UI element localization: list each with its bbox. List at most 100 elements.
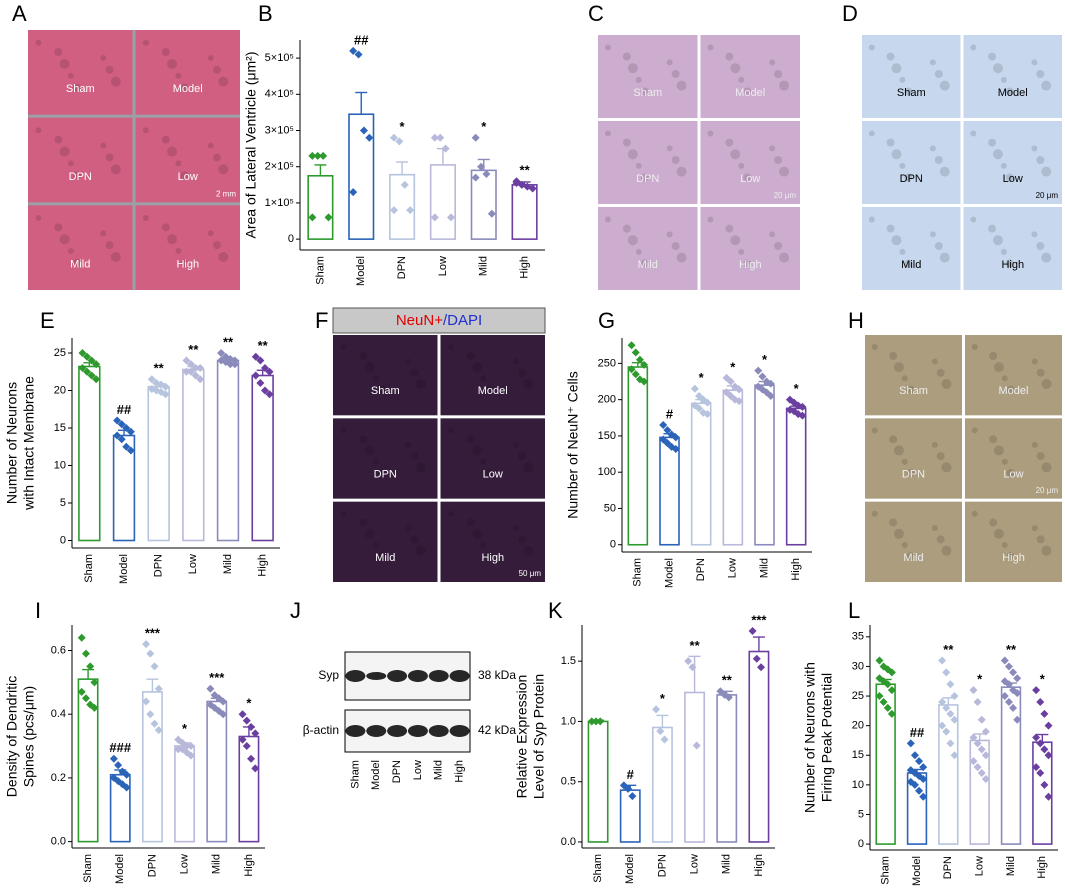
- cell-texture: [167, 234, 178, 245]
- x-tick-label: Model: [118, 554, 130, 584]
- data-point: [77, 633, 86, 642]
- cell-texture: [340, 344, 347, 351]
- bar: [754, 384, 775, 546]
- cell-texture: [627, 235, 638, 246]
- data-point: [973, 763, 982, 772]
- cell-texture: [941, 462, 952, 473]
- data-point: [247, 754, 256, 763]
- data-point: [969, 757, 978, 766]
- data-point: [766, 379, 775, 388]
- significance: ###: [109, 740, 131, 755]
- data-point: [703, 398, 712, 407]
- x-tick-label: Mild: [211, 854, 223, 874]
- data-point: [1009, 668, 1018, 677]
- header-box: [332, 307, 546, 334]
- cell-texture: [447, 344, 454, 351]
- micrograph: [700, 35, 800, 118]
- data-point: [265, 367, 274, 376]
- cell-texture: [1001, 542, 1008, 549]
- cell-texture: [100, 54, 107, 61]
- data-point: [217, 349, 226, 357]
- significance: *: [481, 119, 487, 134]
- data-point: [1040, 745, 1049, 754]
- cell-texture: [743, 259, 752, 268]
- data-point: [260, 364, 269, 372]
- cell-texture: [627, 63, 638, 74]
- x-tick-label: Mild: [758, 558, 770, 578]
- cell-texture: [929, 145, 936, 152]
- data-point: [946, 709, 955, 718]
- blot-frame: [344, 709, 471, 753]
- bar: [748, 650, 770, 843]
- cell-texture: [889, 435, 898, 444]
- data-point: [196, 375, 205, 384]
- lane-label: Model: [370, 760, 382, 790]
- significance: ##: [910, 725, 925, 740]
- data-point: [887, 686, 896, 695]
- cell-texture: [941, 545, 952, 556]
- cell-texture: [1041, 252, 1052, 263]
- data-point: [90, 678, 99, 687]
- cell-texture: [359, 351, 368, 360]
- y-tick-label: 3×10⁵: [265, 124, 294, 136]
- blot-band: [407, 725, 428, 737]
- data-point: [109, 754, 118, 763]
- data-point: [640, 377, 649, 386]
- x-tick-label: Sham: [632, 558, 644, 587]
- cell-texture: [992, 235, 1003, 246]
- data-point: [113, 416, 122, 425]
- cell-texture: [901, 542, 908, 549]
- significance: *: [977, 672, 983, 687]
- bar: [251, 374, 274, 542]
- data-point: [430, 133, 439, 142]
- data-point: [447, 213, 456, 222]
- cell-texture: [207, 54, 214, 61]
- micrograph: [965, 501, 1062, 582]
- header-neun: NeuN+: [396, 312, 443, 329]
- cell-texture: [769, 59, 776, 66]
- cell-texture: [67, 248, 74, 255]
- cell-texture: [934, 242, 943, 251]
- bar: [182, 368, 205, 542]
- cell-texture: [992, 149, 1003, 160]
- data-point: [684, 657, 693, 666]
- cell-texture: [886, 224, 895, 233]
- cell-texture: [485, 385, 494, 394]
- x-tick-label: Mild: [478, 256, 490, 276]
- tile-label: Model: [735, 87, 765, 99]
- cell-texture: [635, 162, 642, 169]
- micrograph: [865, 335, 962, 416]
- cell-texture: [1005, 173, 1014, 182]
- data-point: [906, 739, 915, 748]
- cell-texture: [523, 545, 534, 556]
- cell-texture: [523, 462, 534, 473]
- cell-texture: [340, 510, 347, 517]
- cell-texture: [936, 368, 945, 377]
- x-tick-label: DPN: [153, 554, 165, 577]
- cell-texture: [939, 166, 950, 177]
- cell-texture: [774, 70, 783, 79]
- tile-label: High: [481, 552, 504, 564]
- cell-texture: [67, 160, 74, 167]
- cell-texture: [971, 344, 978, 351]
- cell-texture: [218, 76, 229, 87]
- cell-texture: [54, 223, 63, 232]
- micrograph: [865, 501, 962, 582]
- blot-band: [345, 670, 366, 682]
- data-point: [90, 703, 99, 712]
- tile-label: DPN: [636, 173, 659, 185]
- micrograph: [598, 35, 698, 118]
- significance: *: [762, 352, 768, 367]
- cell-texture: [410, 535, 419, 544]
- y-tick-label: 35: [852, 631, 864, 643]
- data-point: [324, 213, 333, 222]
- y-axis-label: Number of Neurons: [4, 382, 20, 504]
- data-point: [1044, 792, 1053, 801]
- cell-texture: [1036, 452, 1045, 461]
- data-point: [1000, 692, 1009, 701]
- cell-texture: [410, 368, 419, 377]
- blot-band: [428, 725, 449, 737]
- data-point: [78, 349, 87, 357]
- micrograph: [28, 30, 133, 115]
- cell-texture: [707, 44, 714, 51]
